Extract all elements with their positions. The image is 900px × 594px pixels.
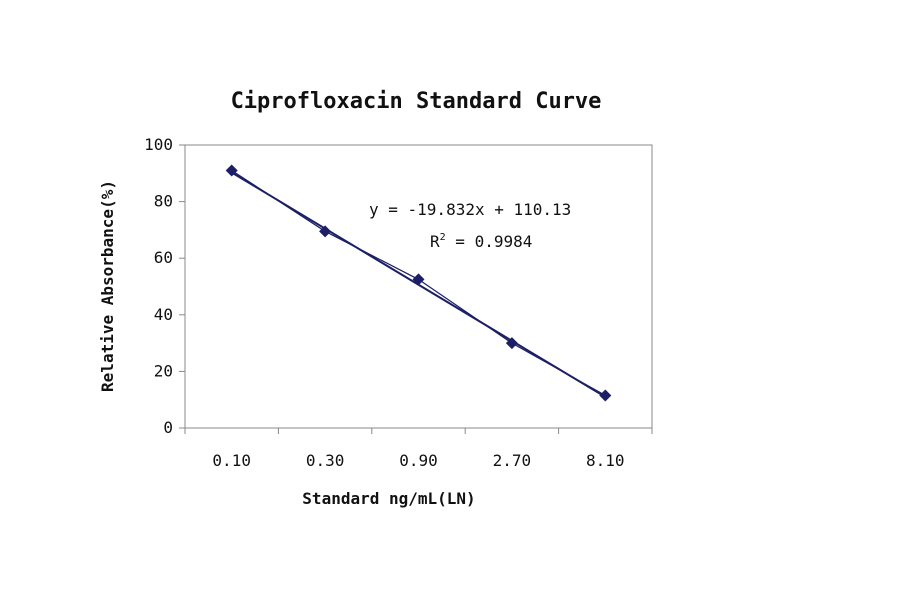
y-tick-label: 100: [144, 135, 173, 154]
y-tick-label: 0: [163, 418, 173, 437]
r-squared-label: R2 = 0.9984: [430, 232, 532, 251]
data-point: [505, 337, 518, 350]
equation-label: y = -19.832x + 110.13: [369, 200, 571, 219]
y-axis-label: Relative Absorbance(%): [98, 180, 117, 392]
plot-area: [184, 144, 653, 429]
x-tick-label: 0.90: [399, 451, 438, 470]
x-tick-label: 8.10: [586, 451, 625, 470]
y-tick-label: 40: [154, 305, 173, 324]
y-tick-label: 60: [154, 248, 173, 267]
data-point: [599, 389, 612, 402]
x-tick-label: 2.70: [493, 451, 532, 470]
chart-title: Ciprofloxacin Standard Curve: [231, 89, 602, 114]
x-tick-label: 0.30: [306, 451, 345, 470]
x-tick-label: 0.10: [212, 451, 251, 470]
data-point: [412, 273, 425, 286]
data-point: [319, 225, 332, 238]
y-tick-label: 80: [154, 192, 173, 211]
data-point: [225, 164, 238, 177]
y-tick-label: 20: [154, 361, 173, 380]
x-axis-label: Standard ng/mL(LN): [302, 489, 475, 508]
